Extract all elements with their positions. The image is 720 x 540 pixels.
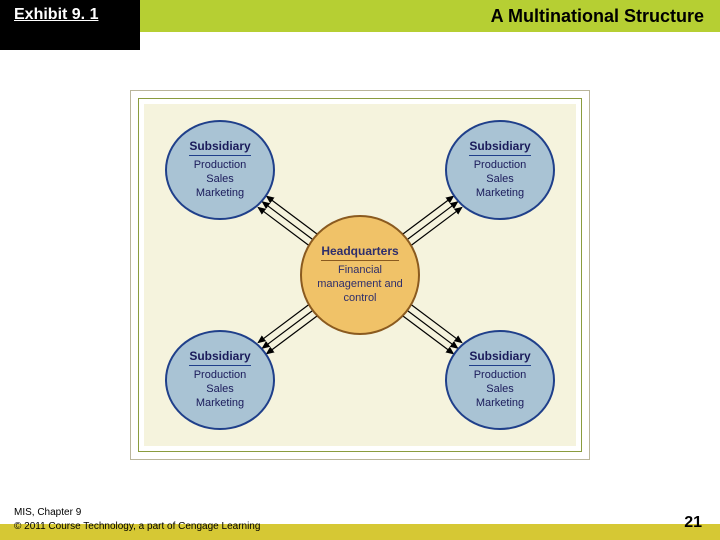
node-hq-title: Headquarters xyxy=(321,244,398,261)
node-sub-line: Production xyxy=(474,369,527,383)
node-subsidiary-tl: Subsidiary Production Sales Marketing xyxy=(165,120,275,220)
page-number: 21 xyxy=(684,514,702,532)
exhibit-label: Exhibit 9. 1 xyxy=(14,6,98,24)
node-sub-line: Marketing xyxy=(196,187,244,201)
node-subsidiary-br: Subsidiary Production Sales Marketing xyxy=(445,330,555,430)
diagram: Headquarters Financial management and co… xyxy=(130,90,590,460)
node-subsidiary-tr: Subsidiary Production Sales Marketing xyxy=(445,120,555,220)
node-sub-line: Production xyxy=(194,159,247,173)
header: Exhibit 9. 1 A Multinational Structure xyxy=(0,0,720,38)
node-sub-line: Sales xyxy=(206,383,234,397)
node-hq-line: management and xyxy=(317,278,403,292)
node-sub-line: Production xyxy=(194,369,247,383)
footer-chapter: MIS, Chapter 9 xyxy=(14,507,81,518)
footer: MIS, Chapter 9 © 2011 Course Technology,… xyxy=(0,498,720,540)
node-sub-line: Marketing xyxy=(196,397,244,411)
slide: Exhibit 9. 1 A Multinational Structure H… xyxy=(0,0,720,540)
node-sub-title: Subsidiary xyxy=(189,349,250,366)
node-sub-title: Subsidiary xyxy=(469,139,530,156)
node-hq-line: Financial xyxy=(338,264,382,278)
node-headquarters: Headquarters Financial management and co… xyxy=(300,215,420,335)
node-sub-line: Sales xyxy=(486,383,514,397)
node-subsidiary-bl: Subsidiary Production Sales Marketing xyxy=(165,330,275,430)
node-sub-line: Sales xyxy=(206,173,234,187)
node-sub-line: Marketing xyxy=(476,187,524,201)
node-sub-line: Marketing xyxy=(476,397,524,411)
node-sub-title: Subsidiary xyxy=(469,349,530,366)
slide-title: A Multinational Structure xyxy=(491,6,704,27)
node-sub-line: Production xyxy=(474,159,527,173)
node-hq-line: control xyxy=(343,292,376,306)
node-sub-title: Subsidiary xyxy=(189,139,250,156)
node-sub-line: Sales xyxy=(486,173,514,187)
footer-copyright: © 2011 Course Technology, a part of Ceng… xyxy=(14,521,260,532)
